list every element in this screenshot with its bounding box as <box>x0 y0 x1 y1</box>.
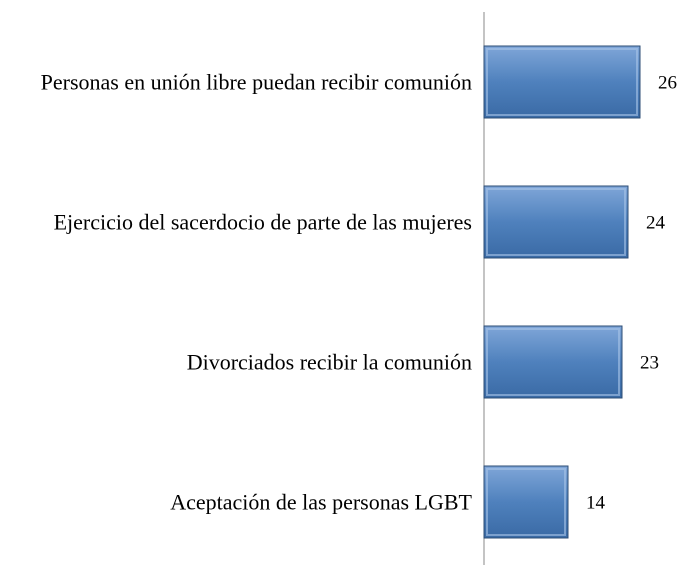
category-label: Divorciados recibir la comunión <box>186 349 472 375</box>
bar-bevel <box>486 48 638 116</box>
bar <box>483 465 569 539</box>
value-label: 14 <box>586 492 606 513</box>
value-label: 26 <box>658 72 677 93</box>
value-label: 23 <box>640 352 659 373</box>
bar-bevel <box>486 188 626 256</box>
bar <box>483 45 641 119</box>
bar-bevel <box>486 468 566 536</box>
bar-bevel <box>486 328 620 396</box>
bar <box>483 325 623 399</box>
bar <box>483 185 629 259</box>
category-label: Ejercicio del sacerdocio de parte de las… <box>53 209 472 235</box>
category-label: Aceptación de las personas LGBT <box>170 489 472 515</box>
value-label: 24 <box>646 212 666 233</box>
category-label: Personas en unión libre puedan recibir c… <box>40 69 472 95</box>
